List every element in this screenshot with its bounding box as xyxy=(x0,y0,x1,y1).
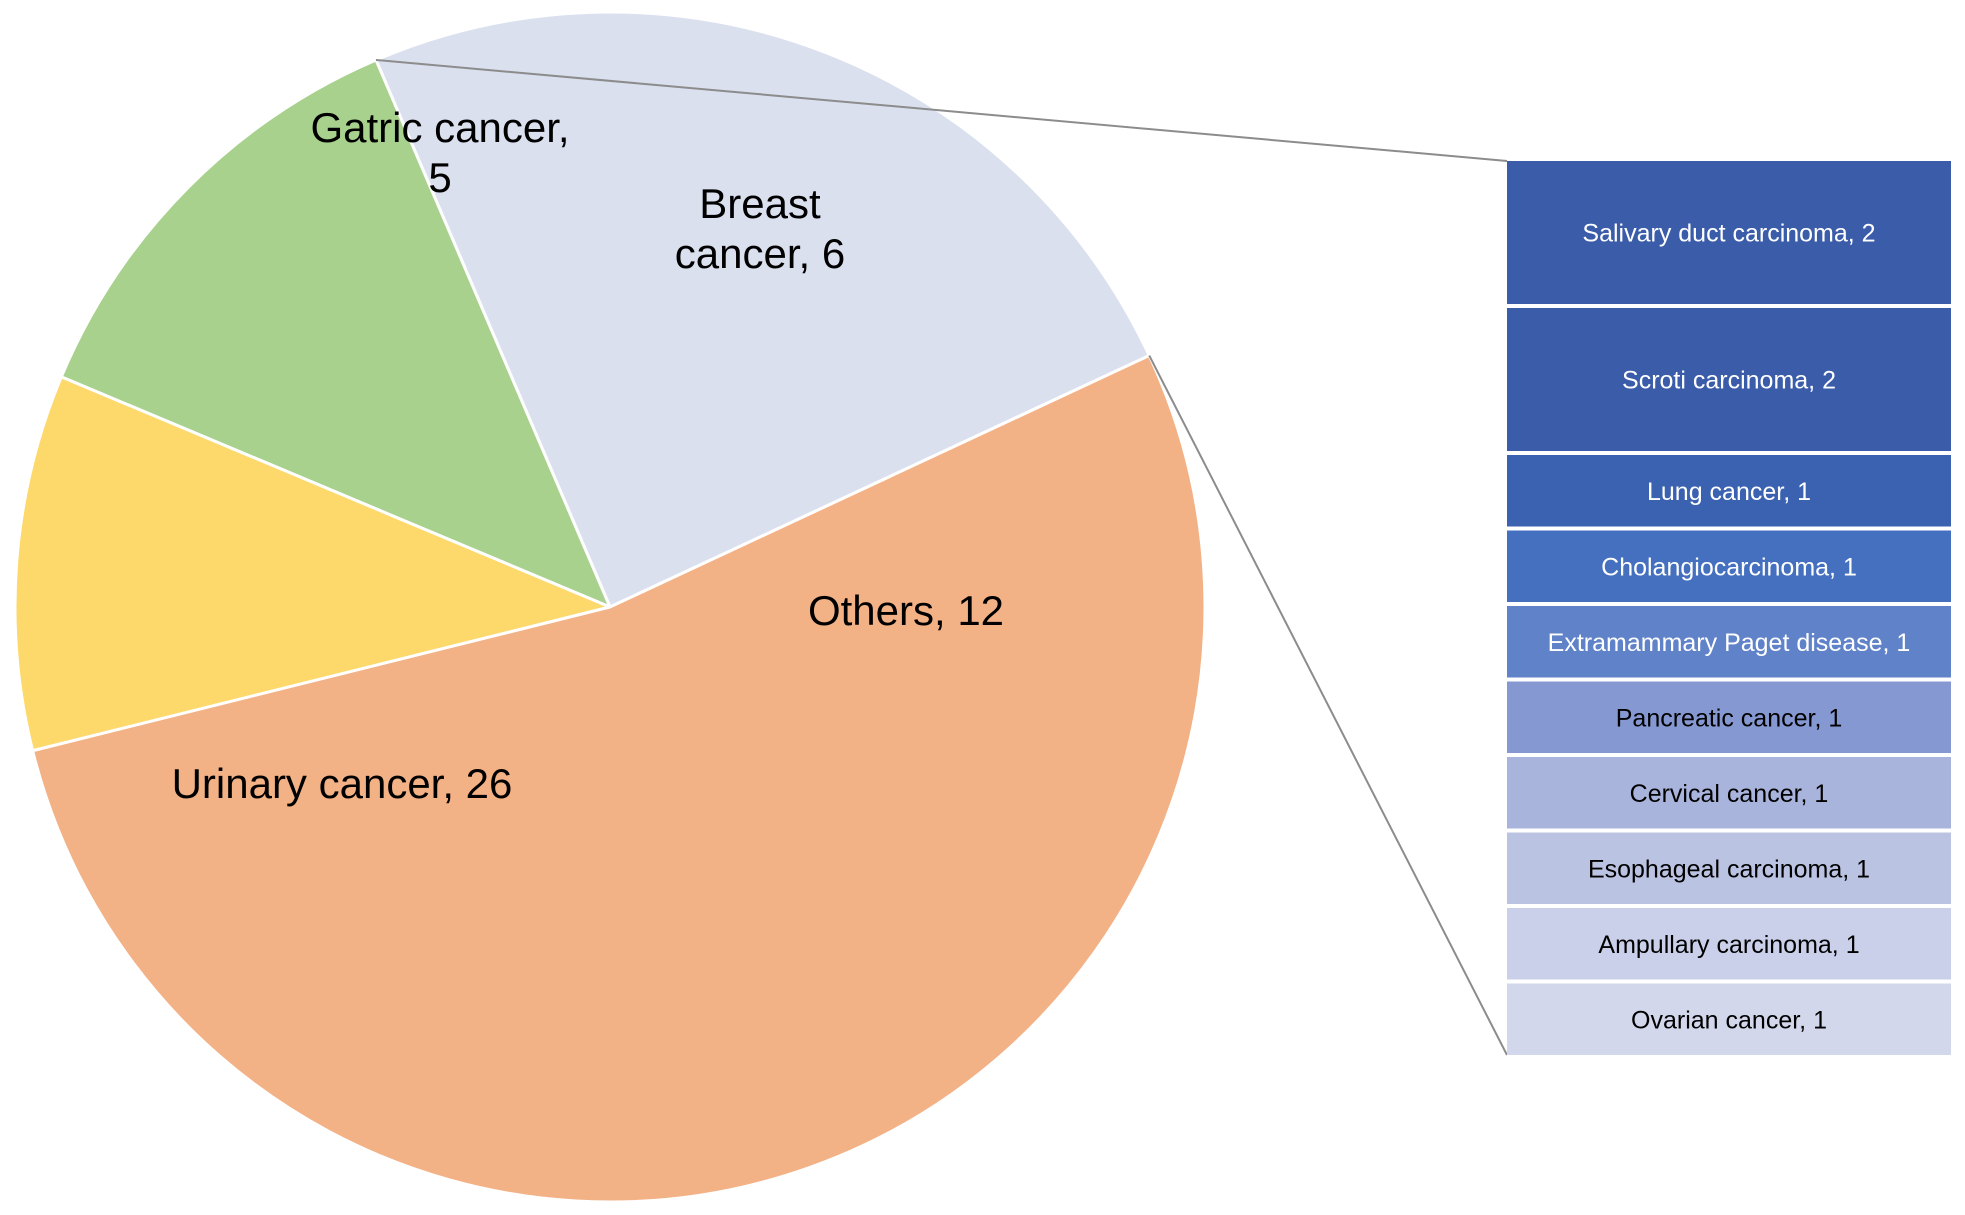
bar-label-pancreatic-cancer: Pancreatic cancer, 1 xyxy=(1616,704,1843,732)
pie-slice-breast-cancer xyxy=(59,57,613,610)
connector-line-top xyxy=(375,58,1508,162)
bar-segment-esophageal-carcinoma xyxy=(1507,832,1951,904)
bar-segment-pancreatic-cancer xyxy=(1507,681,1951,753)
pie-slice-others xyxy=(373,10,1152,610)
bar-segment-lung-cancer xyxy=(1507,455,1951,527)
pie-slice-gatric-cancer xyxy=(13,374,615,753)
pie-label-others: Others, 12 xyxy=(808,587,1004,634)
bar-segment-salivary-duct-carcinoma xyxy=(1507,161,1951,304)
bar-label-lung-cancer: Lung cancer, 1 xyxy=(1647,478,1811,506)
bar-label-scroti-carcinoma: Scroti carcinoma, 2 xyxy=(1622,367,1836,395)
bar-label-ampullary-carcinoma: Ampullary carcinoma, 1 xyxy=(1598,931,1859,959)
bar-label-esophageal-carcinoma: Esophageal carcinoma, 1 xyxy=(1588,855,1870,883)
bar-label-cholangiocarcinoma: Cholangiocarcinoma, 1 xyxy=(1601,553,1857,581)
bar-segment-extramammary-paget-disease xyxy=(1507,606,1951,678)
bar-label-extramammary-paget-disease: Extramammary Paget disease, 1 xyxy=(1548,629,1911,657)
connector-lines xyxy=(375,58,1508,1056)
pie-chart: Others, 12 Breast cancer, 6 Gatric cancer, 5… xyxy=(13,10,1207,1204)
breakdown-bar: Salivary duct carcinoma, 2 Scroti carcino… xyxy=(1507,161,1951,1055)
pie-label-urinary-cancer: Urinary cancer, 26 xyxy=(172,760,513,807)
bar-segment-scroti-carcinoma xyxy=(1507,308,1951,451)
pie-label-breast-cancer: Breast cancer, 6 xyxy=(675,180,845,277)
connector-line-bottom xyxy=(1148,355,1508,1056)
bar-segment-cervical-cancer xyxy=(1507,757,1951,829)
pie-slice-urinary-cancer xyxy=(30,353,1207,1204)
bar-segment-cholangiocarcinoma xyxy=(1507,530,1951,602)
pie-label-gatric-cancer: Gatric cancer, 5 xyxy=(310,104,569,201)
bar-segment-ampullary-carcinoma xyxy=(1507,908,1951,980)
bar-label-ovarian-cancer: Ovarian cancer, 1 xyxy=(1631,1006,1827,1034)
bar-label-salivary-duct-carcinoma: Salivary duct carcinoma, 2 xyxy=(1582,220,1875,248)
bar-segment-ovarian-cancer xyxy=(1507,983,1951,1055)
bar-label-cervical-cancer: Cervical cancer, 1 xyxy=(1630,780,1829,808)
